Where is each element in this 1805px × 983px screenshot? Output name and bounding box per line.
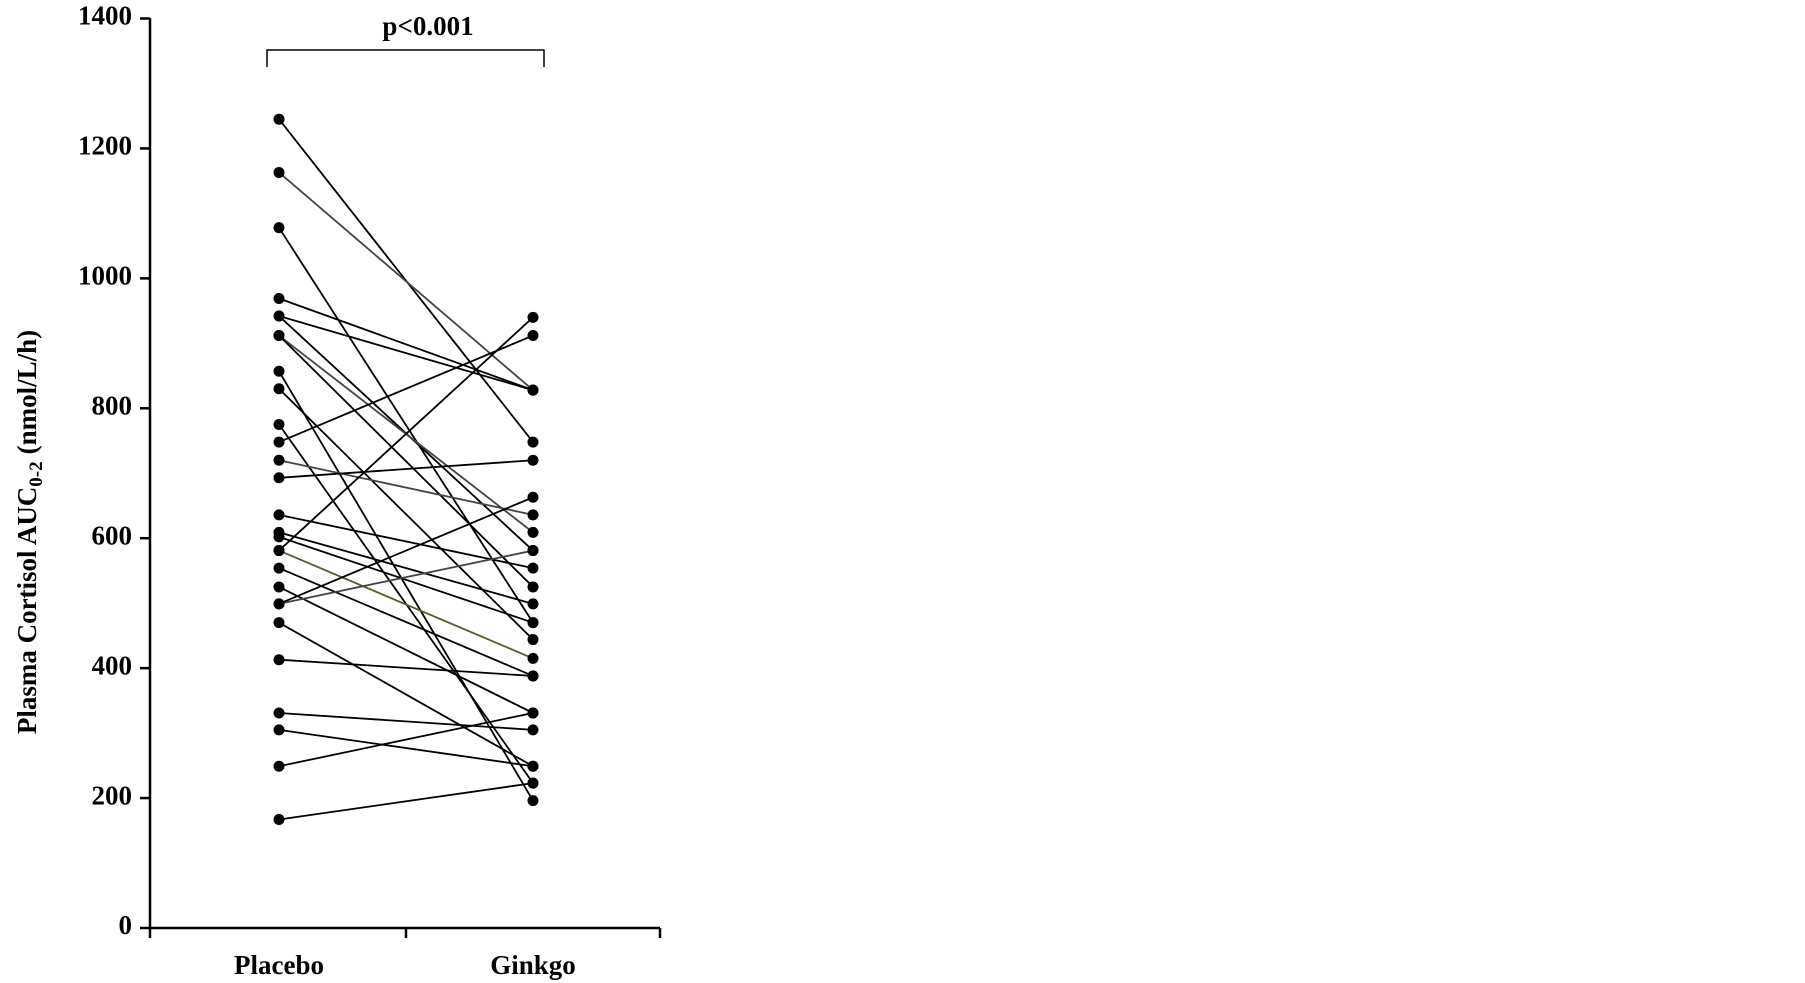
data-point bbox=[527, 384, 539, 396]
subject-line bbox=[278, 459, 534, 479]
data-point bbox=[273, 760, 285, 772]
y-tick-label: 200 bbox=[92, 780, 133, 810]
data-point bbox=[527, 330, 539, 342]
subject-line bbox=[278, 531, 534, 605]
subject-line bbox=[278, 536, 534, 624]
y-tick-label: 400 bbox=[92, 650, 133, 680]
subject-line bbox=[278, 712, 534, 768]
data-point bbox=[527, 491, 539, 503]
data-point bbox=[273, 472, 285, 484]
data-point bbox=[273, 581, 285, 593]
subject-line bbox=[278, 334, 534, 443]
data-point bbox=[273, 436, 285, 448]
data-point bbox=[273, 509, 285, 521]
data-point bbox=[273, 617, 285, 629]
data-point bbox=[273, 330, 285, 342]
annotation: p<0.001 bbox=[382, 11, 473, 41]
data-point bbox=[527, 777, 539, 789]
y-tick-label: 600 bbox=[92, 520, 133, 550]
data-point bbox=[273, 166, 285, 178]
data-point bbox=[527, 562, 539, 574]
subject-line bbox=[278, 549, 534, 660]
data-point bbox=[527, 634, 539, 646]
data-point bbox=[527, 652, 539, 664]
subject-line bbox=[278, 459, 534, 516]
data-point bbox=[273, 545, 285, 557]
y-tick-label: 1000 bbox=[78, 261, 132, 291]
y-tick-label: 0 bbox=[119, 910, 133, 940]
subject-line bbox=[278, 334, 534, 588]
subject-line bbox=[278, 316, 534, 552]
subject-line bbox=[278, 297, 534, 391]
subject-line bbox=[278, 658, 534, 677]
data-point bbox=[527, 617, 539, 629]
data-point bbox=[527, 760, 539, 772]
subject-line bbox=[278, 171, 534, 391]
data-point bbox=[273, 113, 285, 125]
y-tick-label: 1400 bbox=[78, 1, 132, 31]
data-point bbox=[273, 598, 285, 610]
y-label-subscript: 0-2 bbox=[26, 461, 47, 486]
data-point bbox=[273, 419, 285, 431]
data-point bbox=[273, 562, 285, 574]
data-point bbox=[527, 795, 539, 807]
subject-line bbox=[278, 315, 534, 391]
data-point bbox=[527, 436, 539, 448]
data-point bbox=[273, 707, 285, 719]
subject-line bbox=[278, 370, 534, 802]
y-label-unit: (nmol/L/h) bbox=[12, 330, 42, 455]
x-tick-label: Placebo bbox=[234, 950, 324, 980]
data-point bbox=[527, 724, 539, 736]
subject-line bbox=[278, 782, 534, 821]
subject-line bbox=[278, 621, 534, 768]
subject-line bbox=[278, 388, 534, 641]
data-point bbox=[527, 581, 539, 593]
subject-line bbox=[278, 586, 534, 714]
data-point bbox=[273, 292, 285, 304]
data-point bbox=[527, 526, 539, 538]
data-point bbox=[527, 670, 539, 682]
data-point bbox=[527, 509, 539, 521]
x-tick-label: Ginkgo bbox=[490, 950, 576, 980]
data-point bbox=[273, 724, 285, 736]
data-point bbox=[527, 598, 539, 610]
data-point bbox=[273, 383, 285, 395]
data-point bbox=[273, 454, 285, 466]
y-axis-label: Plasma Cortisol AUC0-2 (nmol/L/h) bbox=[12, 330, 47, 734]
subject-line bbox=[278, 728, 534, 768]
data-point bbox=[527, 454, 539, 466]
subject-line bbox=[278, 227, 534, 624]
data-point bbox=[273, 531, 285, 543]
data-point bbox=[273, 814, 285, 826]
data-point bbox=[273, 310, 285, 322]
subject-line bbox=[278, 712, 534, 731]
significance-bracket bbox=[266, 49, 545, 67]
data-point bbox=[273, 654, 285, 666]
data-point bbox=[273, 222, 285, 234]
y-tick-label: 1200 bbox=[78, 131, 132, 161]
data-point bbox=[527, 545, 539, 557]
data-point bbox=[527, 707, 539, 719]
subject-line bbox=[278, 496, 534, 605]
y-tick-label: 800 bbox=[92, 390, 133, 420]
subject-line bbox=[278, 549, 534, 605]
subject-line bbox=[278, 513, 534, 569]
data-point bbox=[527, 311, 539, 323]
y-label-main: Plasma Cortisol AUC bbox=[12, 487, 42, 734]
data-point bbox=[273, 365, 285, 377]
